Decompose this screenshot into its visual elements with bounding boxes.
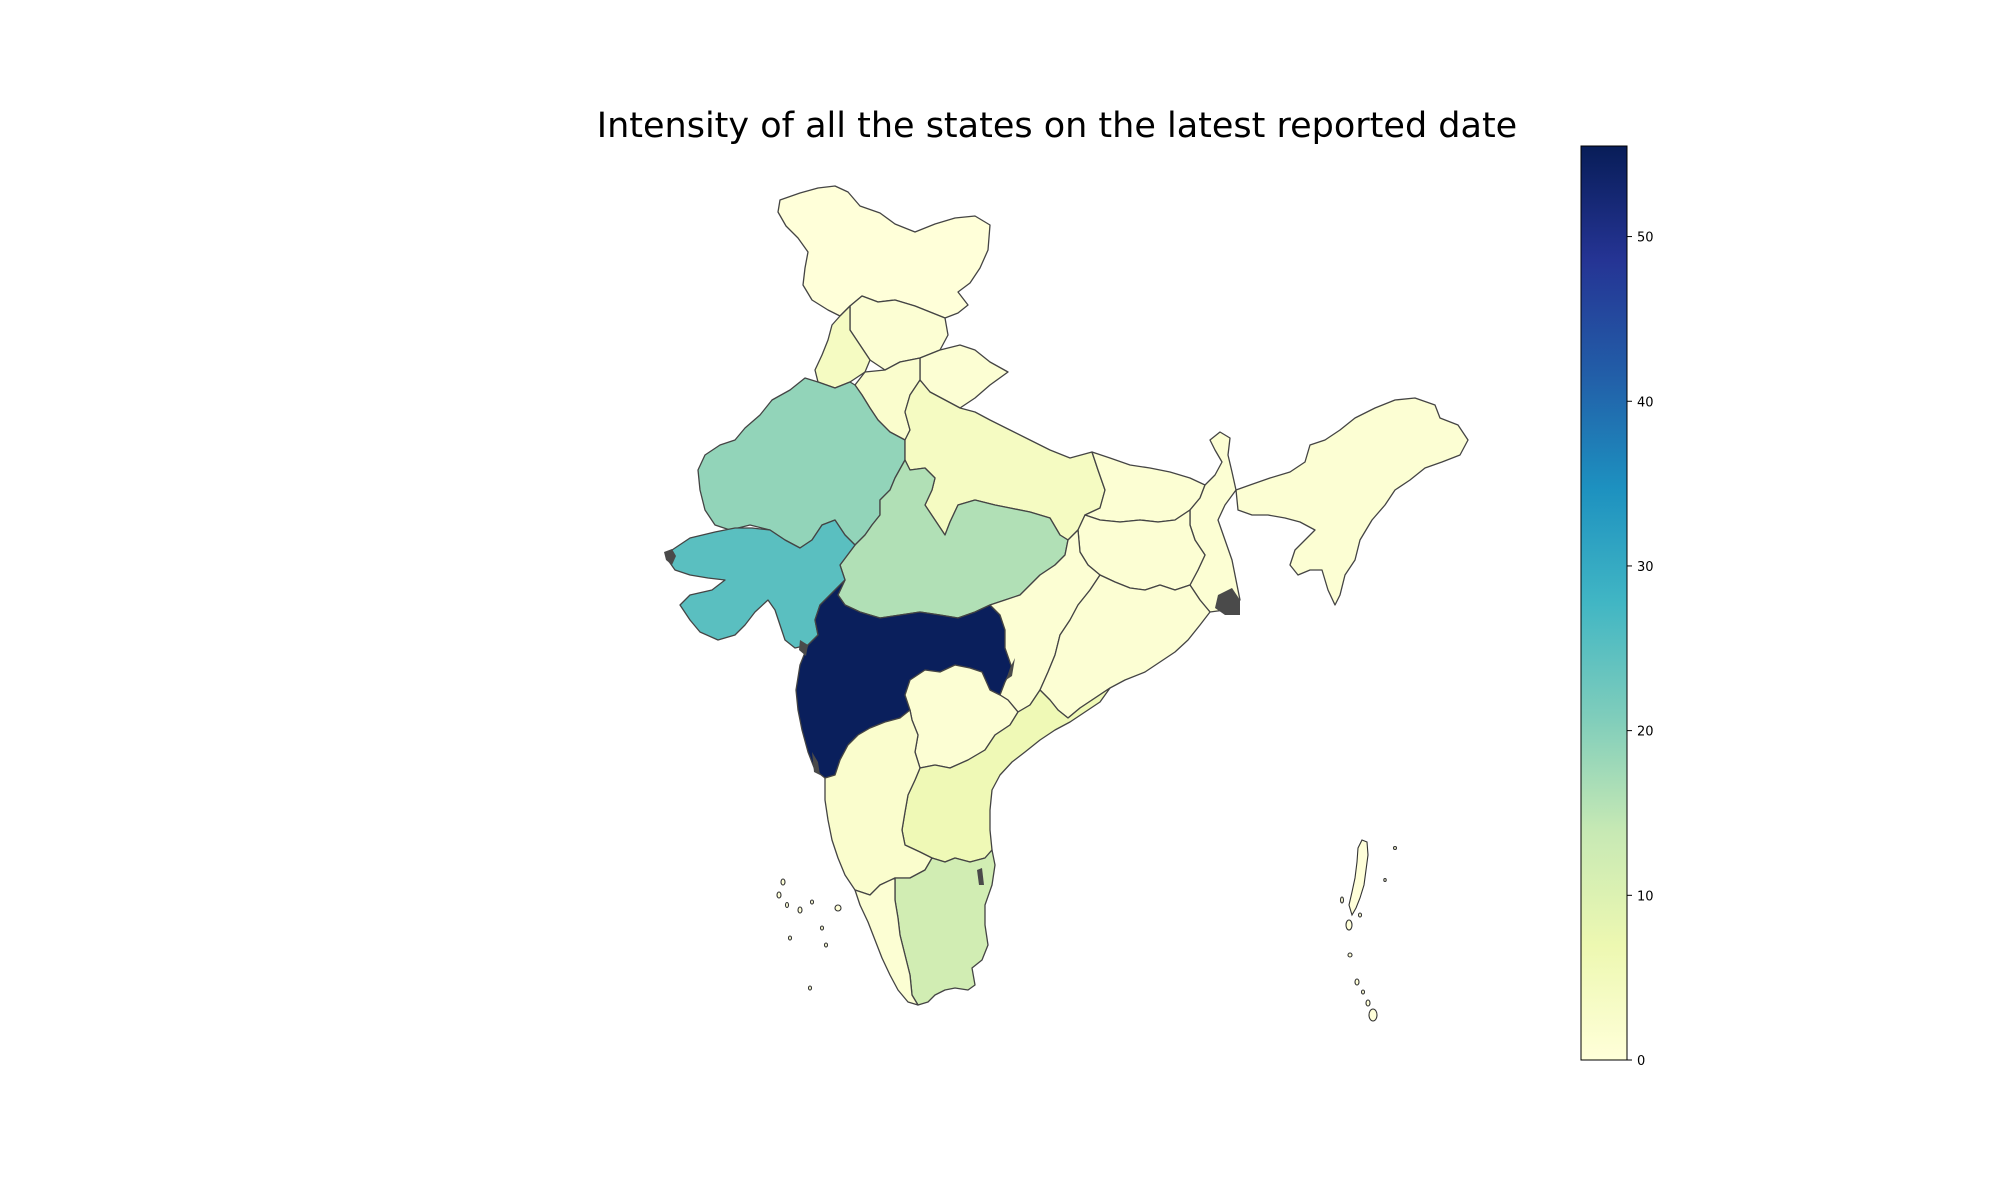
colorbar-ticks: 0 10 20 30 40 50: [1627, 231, 1654, 1069]
andaman-island: [1348, 839, 1369, 917]
lakshadweep-island: [809, 899, 815, 905]
lakshadweep-island: [807, 985, 813, 991]
ganges-delta-detail: [1006, 658, 1015, 680]
colorbar: 0 10 20 30 40 50: [1580, 145, 1654, 1069]
pulicat-coast-detail: [977, 868, 984, 885]
andaman-island: [1339, 896, 1345, 904]
colorbar-tick-label: 30: [1637, 560, 1654, 575]
nicobar-island: [1368, 1008, 1378, 1022]
lakshadweep-island: [819, 925, 825, 931]
andaman-island: [1383, 877, 1387, 883]
nicobar-island: [1354, 978, 1360, 986]
lakshadweep-island: [834, 904, 842, 912]
lakshadweep-island: [797, 906, 803, 914]
colorbar-tick-label: 50: [1637, 231, 1654, 246]
nicobar-island: [1365, 999, 1371, 1007]
state-karnataka: [824, 709, 933, 896]
lakshadweep-island: [823, 942, 829, 948]
colorbar-tick-label: 40: [1637, 395, 1654, 410]
nicobar-island: [1347, 952, 1353, 958]
colorbar-tick-label: 10: [1637, 889, 1654, 904]
map-title: Intensity of all the states on the lates…: [597, 106, 1517, 146]
andaman-island: [1357, 912, 1363, 918]
india-map: [664, 185, 1469, 1022]
state-odisha: [1039, 574, 1211, 719]
nicobar-island: [1360, 989, 1366, 995]
andaman-island: [1345, 919, 1353, 931]
colorbar-tick-label: 20: [1637, 725, 1654, 740]
state-kerala: [854, 877, 919, 1006]
andaman-island: [1392, 845, 1398, 851]
colorbar-tick-label: 0: [1637, 1054, 1645, 1069]
state-west-bengal: [1189, 431, 1241, 613]
mumbai-coast-detail: [799, 640, 808, 656]
state-northeast: [1235, 397, 1469, 606]
konkan-coast-detail: [812, 752, 820, 775]
lakshadweep-island: [780, 878, 786, 886]
lakshadweep-island: [787, 935, 793, 941]
lakshadweep-island: [776, 891, 782, 899]
sundarbans-detail: [1215, 588, 1240, 615]
colorbar-gradient: [1580, 145, 1628, 1061]
islands: [664, 549, 1398, 1022]
gulf-of-kutch-detail: [664, 549, 676, 565]
state-jammu-and-kashmir: [777, 185, 991, 319]
lakshadweep-island: [784, 901, 790, 909]
